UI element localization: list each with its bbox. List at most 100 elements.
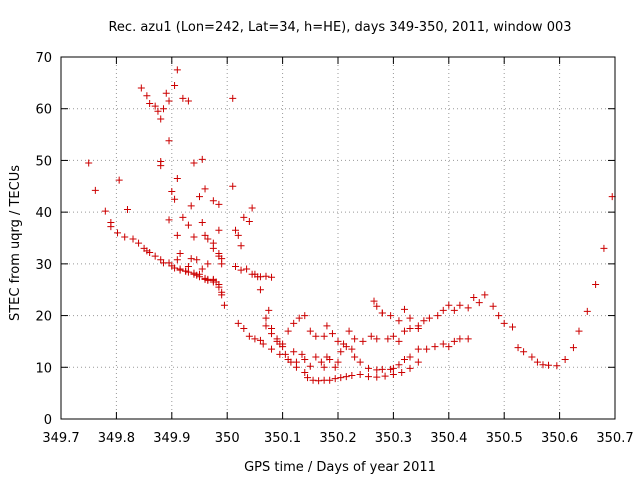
y-tick-label: 60 <box>35 103 52 118</box>
data-point <box>154 107 162 115</box>
data-point <box>190 269 198 277</box>
data-point <box>337 348 345 356</box>
data-point <box>123 206 131 214</box>
data-point <box>256 286 264 294</box>
y-tick-label: 10 <box>35 361 52 376</box>
data-point <box>281 350 289 358</box>
data-point <box>232 262 240 270</box>
data-point <box>406 364 414 372</box>
data-point <box>323 322 331 330</box>
data-point <box>204 276 212 284</box>
y-tick-label: 20 <box>35 310 52 325</box>
data-point <box>592 281 600 289</box>
data-point <box>334 358 342 366</box>
data-point <box>229 182 237 190</box>
data-point <box>400 356 408 364</box>
data-point <box>304 374 312 382</box>
data-point <box>146 248 154 256</box>
data-point <box>456 335 464 343</box>
data-point <box>245 217 253 225</box>
data-point <box>575 327 583 335</box>
data-point <box>179 94 187 102</box>
data-point <box>121 233 129 241</box>
data-point <box>173 256 181 264</box>
x-tick-label: 349.9 <box>153 431 190 446</box>
data-point <box>268 345 276 353</box>
data-point <box>171 195 179 203</box>
data-point <box>91 186 99 194</box>
chart-title: Rec. azu1 (Lon=242, Lat=34, h=HE), days … <box>108 20 571 35</box>
data-point <box>146 100 154 108</box>
data-point <box>539 361 547 369</box>
data-point <box>114 229 122 237</box>
data-point <box>414 325 422 332</box>
data-point <box>315 377 323 385</box>
axis-ticks: 349.7 349.8 349.9 350 350.1 350.2 350.3 350.4 35… <box>35 51 633 446</box>
data-point <box>464 335 472 343</box>
data-point <box>262 322 270 330</box>
data-point <box>135 239 143 247</box>
data-point <box>215 281 223 289</box>
data-point <box>464 304 472 312</box>
data-point <box>340 340 348 348</box>
data-point <box>209 239 217 247</box>
data-point <box>553 362 561 370</box>
data-point <box>439 306 447 314</box>
x-tick-label: 349.7 <box>42 431 79 446</box>
data-point <box>215 252 223 260</box>
data-point <box>378 365 386 373</box>
data-point <box>509 323 517 331</box>
data-point <box>295 314 303 322</box>
data-point <box>151 102 159 110</box>
data-point <box>345 327 353 335</box>
data-point <box>378 309 386 317</box>
data-point <box>279 340 287 348</box>
data-point <box>115 176 123 184</box>
y-tick-label: 40 <box>35 206 52 221</box>
data-point <box>240 213 248 221</box>
data-point <box>159 105 167 113</box>
data-point <box>495 312 503 320</box>
x-tick-label: 350.5 <box>486 431 523 446</box>
data-point <box>475 299 483 307</box>
data-point <box>356 371 364 379</box>
data-point <box>309 376 317 384</box>
data-point <box>165 259 173 267</box>
data-point <box>414 345 422 353</box>
data-point <box>425 314 433 322</box>
data-point <box>481 291 489 299</box>
data-point <box>176 250 184 258</box>
data-point <box>184 221 192 229</box>
data-point <box>290 348 298 356</box>
data-point <box>387 312 395 320</box>
data-point <box>317 358 325 366</box>
data-point <box>395 337 403 345</box>
data-point <box>245 332 253 340</box>
data-point <box>406 314 414 322</box>
data-point <box>268 330 276 338</box>
data-point <box>284 327 292 335</box>
data-point <box>306 362 314 370</box>
data-point <box>356 358 364 366</box>
data-point <box>240 325 248 332</box>
data-point <box>234 319 242 327</box>
y-tick-label: 0 <box>44 413 52 428</box>
data-point <box>173 175 181 183</box>
data-point <box>187 255 195 263</box>
data-point <box>157 115 165 123</box>
data-point <box>298 350 306 358</box>
data-point <box>262 314 270 322</box>
data-point <box>450 337 458 345</box>
x-tick-label: 350.4 <box>430 431 467 446</box>
data-point <box>198 265 206 273</box>
y-tick-label: 70 <box>35 51 52 66</box>
data-point <box>254 273 262 281</box>
data-point <box>193 256 201 264</box>
data-point <box>248 270 256 278</box>
data-point <box>398 368 406 376</box>
data-point <box>528 353 536 361</box>
data-point <box>256 336 264 344</box>
data-point <box>218 288 226 296</box>
